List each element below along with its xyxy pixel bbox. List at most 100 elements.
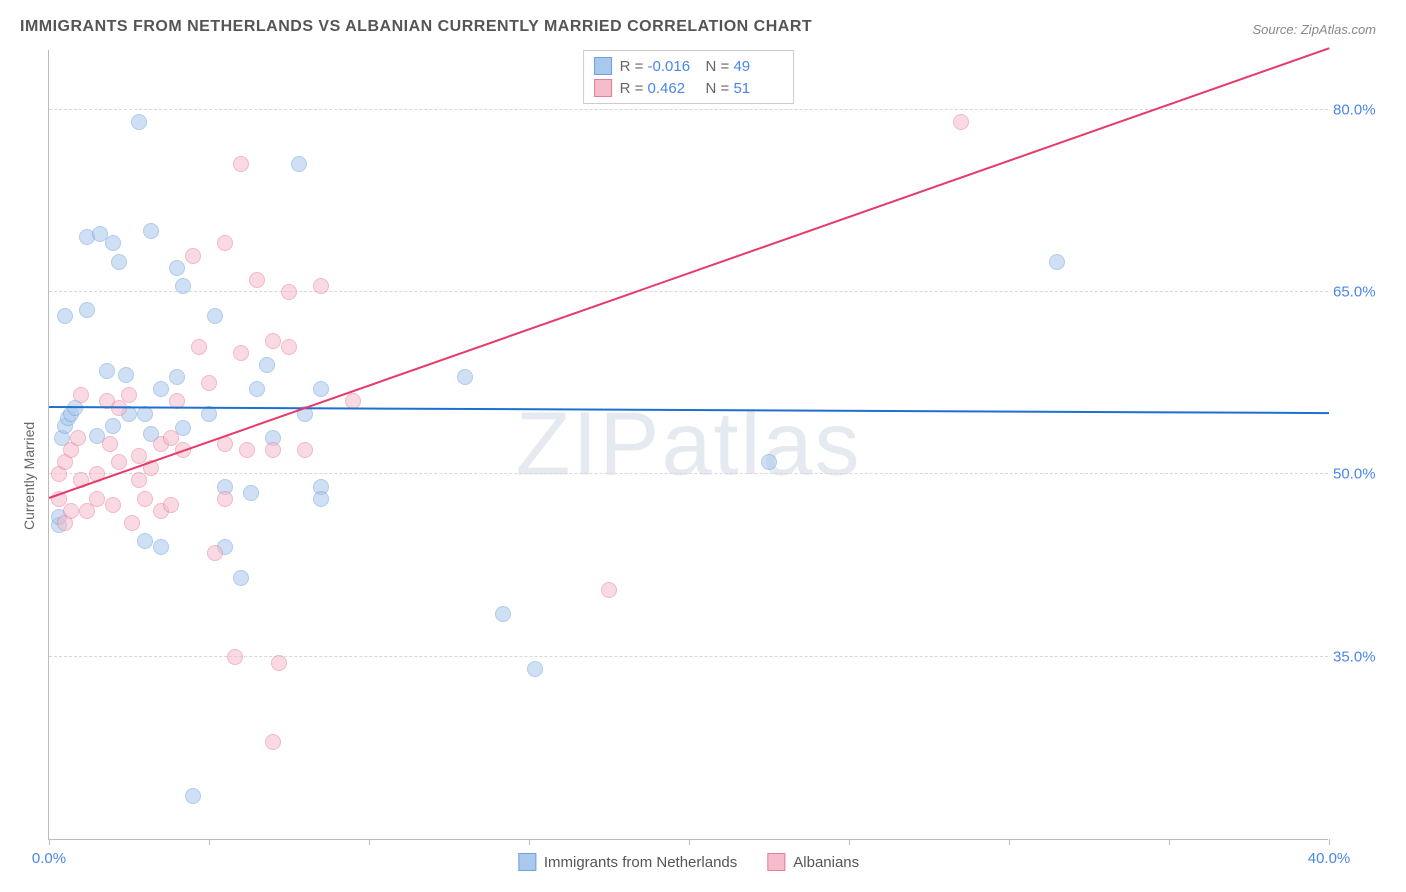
source-attribution: Source: ZipAtlas.com (1252, 22, 1376, 37)
data-point (207, 308, 223, 324)
data-point (137, 533, 153, 549)
data-point (89, 491, 105, 507)
data-point (105, 497, 121, 513)
data-point (297, 442, 313, 458)
data-point (169, 260, 185, 276)
data-point (63, 503, 79, 519)
h-grid-line (49, 291, 1328, 292)
data-point (249, 381, 265, 397)
y-tick-label: 80.0% (1333, 101, 1403, 118)
data-point (217, 235, 233, 251)
legend-swatch (594, 79, 612, 97)
x-tick (369, 839, 370, 845)
x-tick (49, 839, 50, 845)
data-point (111, 254, 127, 270)
data-point (243, 485, 259, 501)
data-point (169, 369, 185, 385)
data-point (281, 284, 297, 300)
data-point (259, 357, 275, 373)
data-point (265, 734, 281, 750)
data-point (131, 472, 147, 488)
x-tick-label: 40.0% (1308, 850, 1351, 867)
scatter-plot: ZIPatlas 35.0%50.0%65.0%80.0%0.0%40.0% R… (48, 50, 1328, 840)
r-stat: R = 0.462 (620, 80, 698, 97)
chart-title: IMMIGRANTS FROM NETHERLANDS VS ALBANIAN … (20, 18, 812, 36)
data-point (143, 223, 159, 239)
data-point (313, 278, 329, 294)
data-point (153, 539, 169, 555)
data-point (137, 491, 153, 507)
data-point (201, 375, 217, 391)
data-point (121, 387, 137, 403)
n-stat: N = 49 (706, 58, 784, 75)
h-grid-line (49, 109, 1328, 110)
correlation-legend: R = -0.016 N = 49 R = 0.462 N = 51 (583, 50, 795, 104)
data-point (313, 491, 329, 507)
data-point (217, 491, 233, 507)
data-point (118, 367, 134, 383)
data-point (1049, 254, 1065, 270)
data-point (191, 339, 207, 355)
data-point (105, 235, 121, 251)
data-point (313, 381, 329, 397)
data-point (233, 570, 249, 586)
data-point (457, 369, 473, 385)
x-tick-label: 0.0% (32, 850, 66, 867)
data-point (99, 363, 115, 379)
n-stat: N = 51 (706, 80, 784, 97)
x-tick (849, 839, 850, 845)
data-point (953, 114, 969, 130)
legend-swatch (518, 853, 536, 871)
data-point (185, 248, 201, 264)
y-tick-label: 35.0% (1333, 648, 1403, 665)
data-point (249, 272, 265, 288)
legend-item: Albanians (767, 853, 859, 871)
data-point (111, 454, 127, 470)
legend-swatch (594, 57, 612, 75)
data-point (185, 788, 201, 804)
data-point (102, 436, 118, 452)
r-stat: R = -0.016 (620, 58, 698, 75)
y-tick-label: 50.0% (1333, 466, 1403, 483)
legend-swatch (767, 853, 785, 871)
data-point (163, 430, 179, 446)
data-point (73, 387, 89, 403)
data-point (239, 442, 255, 458)
data-point (601, 582, 617, 598)
data-point (281, 339, 297, 355)
data-point (79, 302, 95, 318)
x-tick (529, 839, 530, 845)
data-point (227, 649, 243, 665)
data-point (495, 606, 511, 622)
series-legend: Immigrants from Netherlands Albanians (518, 853, 859, 871)
legend-label: Albanians (793, 854, 859, 871)
data-point (105, 418, 121, 434)
legend-stat-row: R = 0.462 N = 51 (594, 77, 784, 99)
legend-item: Immigrants from Netherlands (518, 853, 737, 871)
data-point (265, 333, 281, 349)
x-tick (1169, 839, 1170, 845)
data-point (57, 308, 73, 324)
data-point (233, 156, 249, 172)
y-tick-label: 65.0% (1333, 284, 1403, 301)
data-point (131, 448, 147, 464)
x-tick (209, 839, 210, 845)
legend-label: Immigrants from Netherlands (544, 854, 737, 871)
regression-line (49, 47, 1330, 499)
data-point (291, 156, 307, 172)
regression-line (49, 406, 1329, 414)
data-point (70, 430, 86, 446)
data-point (175, 278, 191, 294)
h-grid-line (49, 473, 1328, 474)
data-point (233, 345, 249, 361)
x-tick (689, 839, 690, 845)
data-point (761, 454, 777, 470)
y-axis-label: Currently Married (21, 422, 37, 530)
legend-stat-row: R = -0.016 N = 49 (594, 55, 784, 77)
x-tick (1329, 839, 1330, 845)
data-point (271, 655, 287, 671)
data-point (527, 661, 543, 677)
data-point (163, 497, 179, 513)
data-point (265, 442, 281, 458)
data-point (207, 545, 223, 561)
